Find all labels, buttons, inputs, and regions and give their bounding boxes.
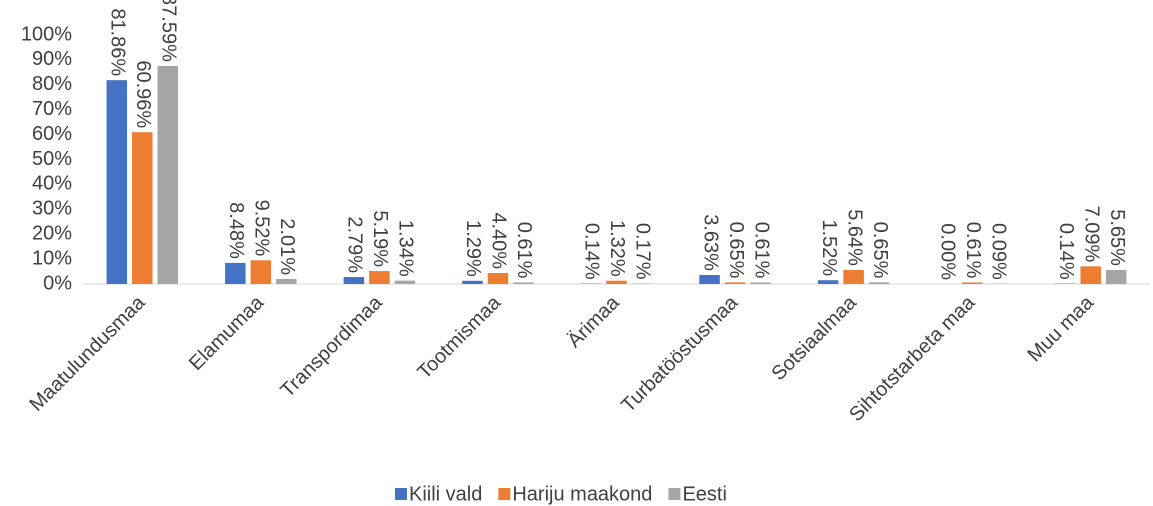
bar xyxy=(276,278,297,284)
data-label: 0.09% xyxy=(987,223,1009,280)
legend-label: Kiili vald xyxy=(409,483,482,505)
x-tick-label: Muu maa xyxy=(1023,291,1098,366)
bar xyxy=(606,280,627,284)
legend-label: Hariju maakond xyxy=(512,483,652,505)
bar xyxy=(157,65,179,284)
data-label: 0.65% xyxy=(725,222,747,279)
bar xyxy=(1105,269,1127,284)
data-label: 0.14% xyxy=(581,223,603,280)
data-label: 2.79% xyxy=(344,216,366,273)
y-tick-label: 40% xyxy=(32,173,72,195)
data-label: 7.09% xyxy=(1080,206,1102,263)
y-tick-label: 30% xyxy=(32,198,72,220)
legend-label: Eesti xyxy=(682,483,726,505)
data-label: 9.52% xyxy=(251,200,273,257)
data-label: 5.64% xyxy=(843,209,865,266)
x-tick-label: Sihtotstarbeta maa xyxy=(845,291,980,426)
y-tick-label: 20% xyxy=(32,222,72,244)
x-tick-label: Ärimaa xyxy=(563,291,624,352)
data-label: 0.61% xyxy=(750,222,772,279)
bar xyxy=(1080,266,1101,284)
data-label: 1.52% xyxy=(818,219,840,276)
data-label: 3.63% xyxy=(699,214,721,271)
y-tick-label: 90% xyxy=(32,48,72,70)
bar xyxy=(724,282,746,284)
bar xyxy=(868,282,890,284)
legend-swatch xyxy=(498,488,511,500)
bar xyxy=(343,277,365,284)
data-label: 87.59% xyxy=(157,0,179,62)
y-tick-label: 60% xyxy=(32,123,72,145)
data-label: 5.19% xyxy=(369,210,391,267)
x-tick-label: Sotsiaalmaa xyxy=(767,291,861,385)
data-label: 60.96% xyxy=(132,60,154,128)
bar xyxy=(961,282,983,284)
data-label: 5.65% xyxy=(1106,209,1128,266)
y-tick-label: 80% xyxy=(32,73,72,95)
bar xyxy=(817,280,839,284)
bar xyxy=(369,271,390,284)
bar xyxy=(843,269,864,284)
bar xyxy=(250,260,272,284)
bar xyxy=(750,282,771,284)
y-tick-label: 100% xyxy=(21,23,72,45)
x-tick-label: Maatulundusmaa xyxy=(25,291,150,416)
y-tick-label: 10% xyxy=(32,247,72,269)
bar xyxy=(462,280,483,284)
bar xyxy=(513,282,534,284)
bar xyxy=(132,132,153,284)
data-label: 81.86% xyxy=(106,8,128,76)
x-tick-label: Elamumaa xyxy=(185,291,269,375)
x-tick-label: Transpordimaa xyxy=(277,291,388,402)
data-label: 0.65% xyxy=(869,222,891,279)
y-tick-label: 50% xyxy=(32,148,72,170)
bar xyxy=(394,280,416,284)
x-tick-label: Turbatööstusmaa xyxy=(617,291,743,417)
data-label: 1.29% xyxy=(462,220,484,277)
legend-swatch xyxy=(395,488,407,500)
y-tick-label: 0% xyxy=(43,272,72,294)
data-label: 4.40% xyxy=(488,212,510,269)
data-label: 1.32% xyxy=(606,220,628,277)
data-label: 0.14% xyxy=(1055,223,1077,280)
data-label: 0.61% xyxy=(513,222,535,279)
legend-swatch xyxy=(668,488,681,500)
x-tick-label: Tootmismaa xyxy=(413,291,505,383)
y-tick-label: 70% xyxy=(32,98,72,120)
bar xyxy=(487,273,509,284)
data-label: 8.48% xyxy=(225,202,247,259)
data-label: 1.34% xyxy=(395,220,417,277)
data-label: 2.01% xyxy=(276,218,298,275)
bar xyxy=(106,80,128,284)
data-label: 0.61% xyxy=(962,222,984,279)
data-label: 0.00% xyxy=(936,223,958,280)
data-label: 0.17% xyxy=(632,223,654,280)
bar xyxy=(699,274,720,284)
bar xyxy=(225,262,246,284)
